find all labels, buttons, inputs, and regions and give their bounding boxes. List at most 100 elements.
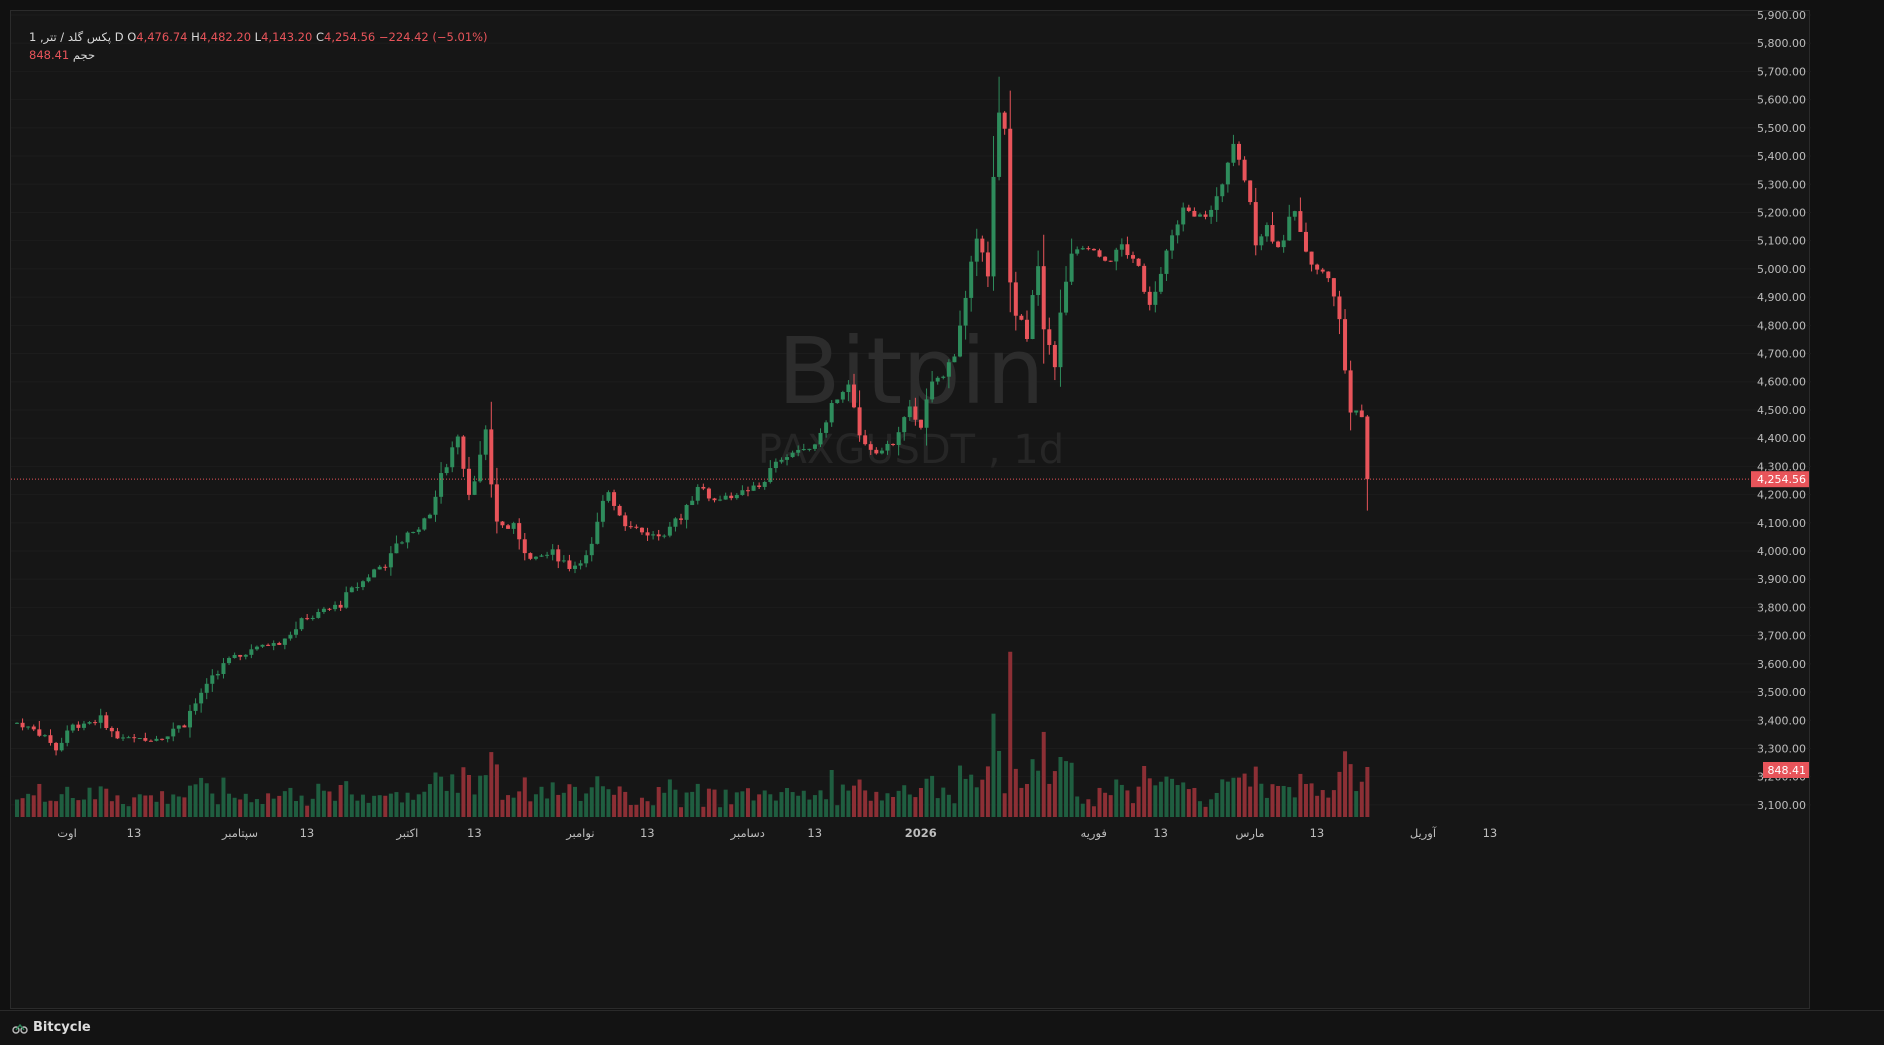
candle-body [556,549,561,562]
candle-body [963,297,968,326]
volume-bar [1175,785,1180,817]
candle-body [1052,344,1057,368]
candle-body [271,643,276,646]
candle-body [1259,236,1264,246]
candle-body [104,715,109,728]
volume-bar [997,750,1002,817]
volume-bar [600,786,605,817]
candle-body [1142,265,1147,292]
volume-bar [444,790,449,817]
volume-bar [1281,785,1286,817]
x-tick-label: نوامبر [565,826,594,841]
volume-bar [478,775,483,817]
candle-body [1170,235,1175,251]
volume-bar [790,792,795,817]
candle-body [1175,224,1180,236]
x-tick-label: دسامبر [730,826,765,841]
candle-body [439,473,444,497]
candle-body [20,722,25,728]
candle-body [65,730,70,743]
volume-bar [422,791,427,817]
candle-body [913,406,918,420]
volume-label[interactable]: حجم [72,48,96,62]
candle-body [472,481,477,495]
x-tick-label: 13 [300,826,315,840]
volume-bar [863,790,868,817]
candlestick-chart[interactable]: Bitpin PAXGUSDT , 1d 5,900.005,800.005,7… [11,11,1811,1010]
candle-body [1075,249,1080,254]
candle-body [561,560,566,562]
bitcycle-logo-icon [12,1022,28,1034]
interval-label[interactable]: D [114,30,124,44]
volume-bar [684,792,689,817]
volume-bar [840,784,845,817]
volume-bar [271,798,276,817]
volume-bar [42,801,47,817]
candle-body [489,429,494,485]
x-tick-label: سپتامبر [221,826,258,841]
y-tick-label: 3,500.00 [1757,686,1806,699]
volume-bar [723,789,728,817]
volume-bar [199,777,204,817]
y-tick-label: 3,600.00 [1757,658,1806,671]
last-volume-badge [1763,762,1809,778]
volume-bar [612,794,617,817]
candle-body [31,726,36,730]
candle-body [751,485,756,491]
volume-bar [1348,764,1353,817]
candle-body [433,496,438,515]
candle-body [132,737,137,739]
x-tick-label: مارس [1235,826,1264,841]
volume-bar [126,806,131,817]
volume-bar [1114,779,1119,817]
volume-bar [1080,803,1085,817]
volume-bar [1287,787,1292,817]
candle-body [907,406,912,418]
chart-plot-area[interactable]: Bitpin PAXGUSDT , 1d 5,900.00 5,800.00 5,7… [10,10,1811,1010]
candle-body [1164,250,1169,274]
candle-body [1231,143,1236,163]
candle-body [985,252,990,277]
volume-bar [243,793,248,817]
candle-body [958,325,963,357]
candle-body [232,654,237,659]
volume-bar [160,791,165,817]
volume-bar [718,807,723,817]
candle-body [773,461,778,469]
candle-body [1348,370,1353,413]
volume-bar [545,798,550,817]
candle-body [796,449,801,453]
candle-body [455,436,460,448]
volume-bar [187,785,192,817]
candle-body [349,587,354,593]
candle-body [511,523,516,529]
candle-body [617,505,622,516]
volume-bar [411,799,416,817]
candle-body [377,566,382,570]
x-tick-label: 2026 [905,826,937,840]
volume-bar [824,799,829,817]
volume-bar [1119,784,1124,817]
volume-bar [1197,801,1202,817]
volume-bar [1343,751,1348,817]
candle-body [260,644,265,647]
candle-body [1108,260,1113,262]
volume-bar [1153,785,1158,817]
symbol-name[interactable]: پکس گلد / تتر, 1 [29,30,112,44]
candle-body [1192,210,1197,217]
footer-brand[interactable]: Bitcycle [12,1020,91,1035]
volume-bar [734,792,739,817]
volume-bar [533,794,538,817]
candle-body [824,422,829,433]
candle-body [372,569,377,578]
volume-bar [1058,756,1063,817]
volume-bar [1237,777,1242,817]
volume-bar [918,787,923,817]
candle-body [930,381,935,400]
candle-body [1058,312,1063,368]
volume-bar [115,795,120,817]
volume-bar [360,794,365,817]
candle-body [863,435,868,445]
candle-body [1069,253,1074,282]
volume-bar [974,787,979,817]
